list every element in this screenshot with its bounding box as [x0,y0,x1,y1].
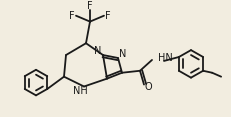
Text: F: F [105,11,110,21]
Text: N: N [94,46,101,56]
Text: F: F [69,11,74,21]
Text: O: O [143,82,151,93]
Text: NH: NH [72,86,87,96]
Text: N: N [119,49,126,59]
Text: F: F [87,1,92,11]
Text: HN: HN [157,53,172,63]
